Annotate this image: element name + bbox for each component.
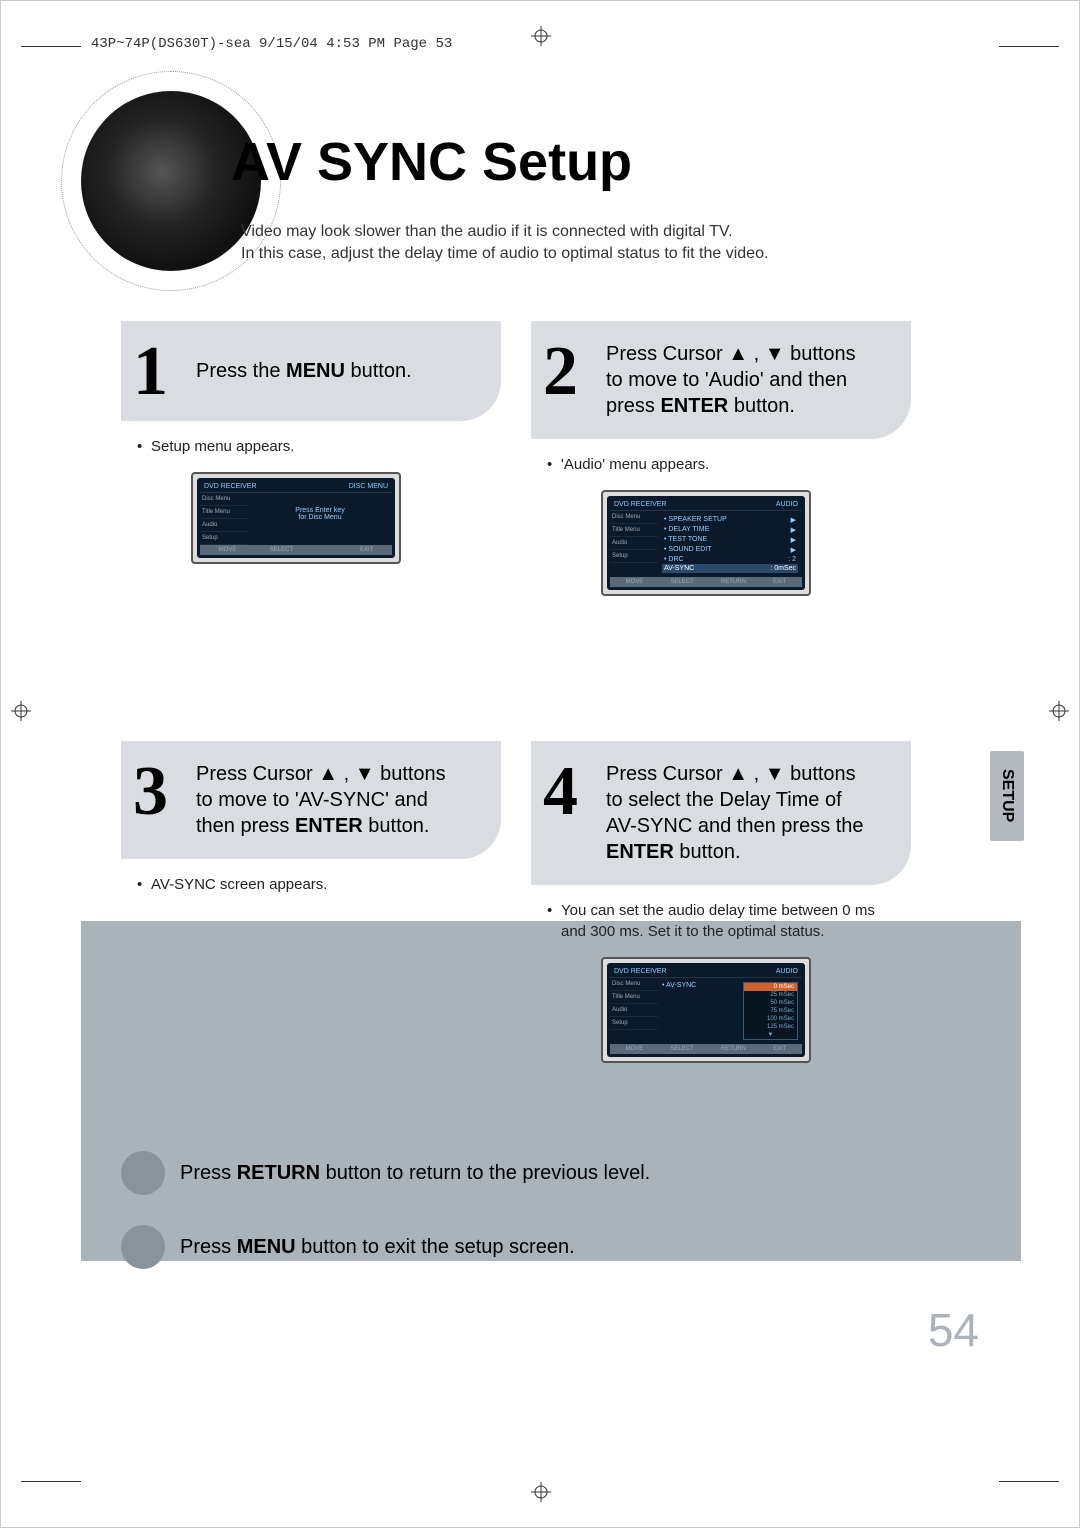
down-icon: ▼ [355, 763, 375, 785]
step-4: 4 Press Cursor ▲ , ▼ buttons to select t… [531, 741, 911, 1063]
tv-screenshot-4: DVD RECEIVERAUDIO Disc Menu Title Menu A… [601, 957, 811, 1063]
footer-line-return: Press RETURN button to return to the pre… [121, 1151, 901, 1195]
print-header: 43P~74P(DS630T)-sea 9/15/04 4:53 PM Page… [91, 36, 452, 52]
step-text: Press Cursor ▲ , ▼ buttons to move to 'A… [196, 761, 481, 839]
crop-mark [21, 46, 81, 47]
step-3: 3 Press Cursor ▲ , ▼ buttons to move to … [121, 741, 501, 895]
up-icon: ▲ [728, 763, 748, 785]
step-number: 1 [133, 326, 168, 417]
crop-mark [999, 46, 1059, 47]
page-title: AV SYNC Setup [231, 131, 632, 193]
bullet-dot-icon [121, 1151, 165, 1195]
step-bullet: You can set the audio delay time between… [561, 900, 891, 942]
step-number: 4 [543, 746, 578, 837]
step-1: 1 Press the MENU button. Setup menu appe… [121, 321, 501, 564]
step-text: Press Cursor ▲ , ▼ buttons to select the… [606, 761, 891, 865]
step-bullet: AV-SYNC screen appears. [151, 874, 481, 895]
step-bullet: 'Audio' menu appears. [561, 454, 891, 475]
section-tab-label: SETUP [998, 769, 1016, 822]
section-tab-setup: SETUP [990, 751, 1024, 841]
crop-mark [999, 1481, 1059, 1482]
footer-line-menu: Press MENU button to exit the setup scre… [121, 1225, 901, 1269]
step-number: 3 [133, 746, 168, 837]
registration-mark [531, 26, 551, 46]
up-icon: ▲ [728, 343, 748, 365]
bullet-dot-icon [121, 1225, 165, 1269]
tv-screenshot-1: DVD RECEIVERDISC MENU Disc Menu Title Me… [191, 472, 401, 564]
registration-mark [11, 701, 31, 721]
tv-screenshot-2: DVD RECEIVERAUDIO Disc Menu Title Menu A… [601, 490, 811, 596]
footer-instructions: Press RETURN button to return to the pre… [121, 1151, 901, 1299]
up-icon: ▲ [318, 763, 338, 785]
step-text: Press Cursor ▲ , ▼ buttons to move to 'A… [606, 341, 891, 419]
step-bullet: Setup menu appears. [151, 436, 481, 457]
crop-mark [21, 1481, 81, 1482]
down-icon: ▼ [765, 343, 785, 365]
intro-line1: Video may look slower than the audio if … [241, 223, 733, 240]
down-icon: ▼ [765, 763, 785, 785]
intro-line2: In this case, adjust the delay time of a… [241, 245, 768, 262]
step-text: Press the MENU button. [196, 358, 412, 384]
registration-mark [531, 1482, 551, 1502]
step-2: 2 Press Cursor ▲ , ▼ buttons to move to … [531, 321, 911, 596]
step-number: 2 [543, 326, 578, 417]
intro-text: Video may look slower than the audio if … [241, 221, 768, 266]
registration-mark [1049, 701, 1069, 721]
page-number: 54 [928, 1303, 979, 1357]
